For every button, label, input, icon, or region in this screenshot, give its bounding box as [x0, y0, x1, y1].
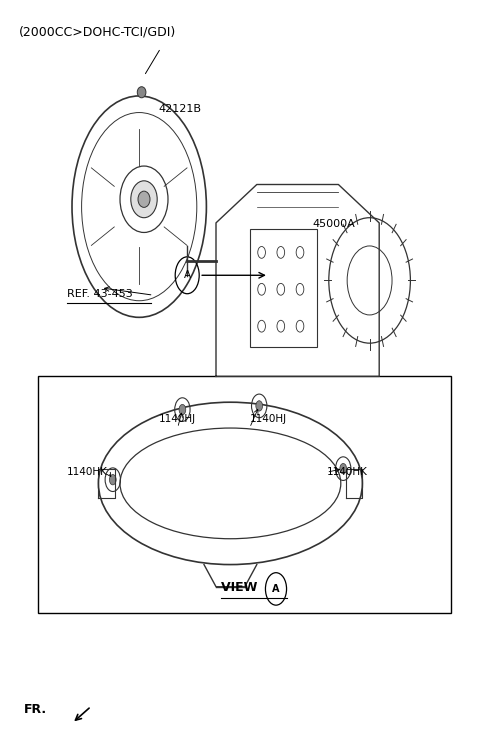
- Text: 45000A: 45000A: [312, 218, 355, 229]
- Text: 1140HK: 1140HK: [326, 467, 367, 477]
- Text: 42121B: 42121B: [158, 104, 202, 114]
- Text: A: A: [184, 270, 191, 280]
- Ellipse shape: [137, 87, 146, 98]
- Ellipse shape: [138, 191, 150, 207]
- Text: (2000CC>DOHC-TCI/GDI): (2000CC>DOHC-TCI/GDI): [19, 26, 177, 39]
- Circle shape: [340, 463, 347, 474]
- Ellipse shape: [131, 181, 157, 218]
- Text: 1140HJ: 1140HJ: [158, 414, 195, 424]
- Text: VIEW: VIEW: [221, 581, 262, 594]
- Bar: [38, 376, 451, 613]
- Text: A: A: [272, 584, 280, 594]
- Bar: [250, 229, 317, 347]
- Text: 1140HK: 1140HK: [67, 467, 108, 477]
- Circle shape: [256, 401, 263, 411]
- Text: 1140HJ: 1140HJ: [250, 414, 287, 424]
- Text: FR.: FR.: [24, 703, 47, 717]
- Circle shape: [179, 404, 186, 415]
- Text: REF. 43-453: REF. 43-453: [67, 289, 133, 299]
- Circle shape: [109, 475, 116, 485]
